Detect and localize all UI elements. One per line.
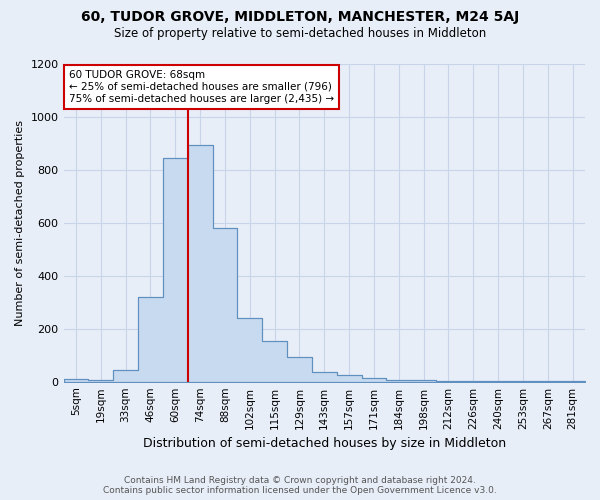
Text: 60 TUDOR GROVE: 68sqm
← 25% of semi-detached houses are smaller (796)
75% of sem: 60 TUDOR GROVE: 68sqm ← 25% of semi-deta… xyxy=(69,70,334,104)
Y-axis label: Number of semi-detached properties: Number of semi-detached properties xyxy=(15,120,25,326)
X-axis label: Distribution of semi-detached houses by size in Middleton: Distribution of semi-detached houses by … xyxy=(143,437,506,450)
Text: Contains HM Land Registry data © Crown copyright and database right 2024.
Contai: Contains HM Land Registry data © Crown c… xyxy=(103,476,497,495)
Text: Size of property relative to semi-detached houses in Middleton: Size of property relative to semi-detach… xyxy=(114,28,486,40)
Text: 60, TUDOR GROVE, MIDDLETON, MANCHESTER, M24 5AJ: 60, TUDOR GROVE, MIDDLETON, MANCHESTER, … xyxy=(81,10,519,24)
